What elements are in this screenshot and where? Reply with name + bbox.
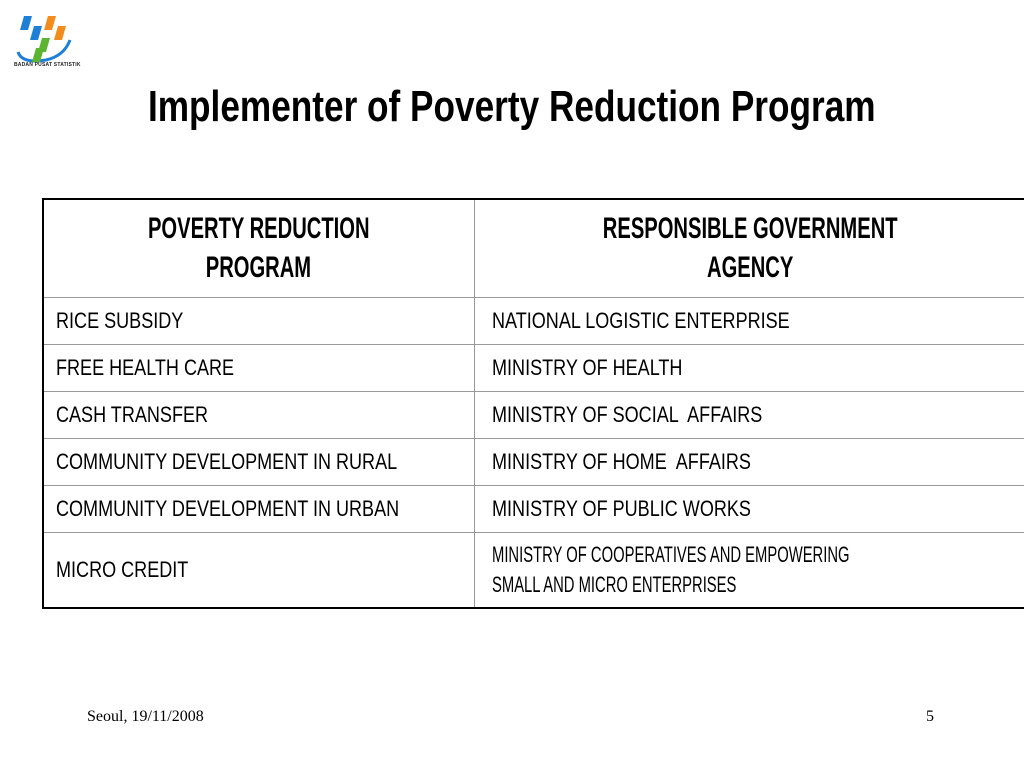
agency-cell: MINISTRY OF COOPERATIVES AND EMPOWERING S…: [474, 531, 1024, 609]
footer-location-date: Seoul, 19/11/2008: [87, 708, 204, 725]
table-row: COMMUNITY DEVELOPMENT IN URBAN MINISTRY …: [42, 484, 1024, 533]
program-table: POVERTY REDUCTION PROGRAM RESPONSIBLE GOV…: [42, 198, 1024, 609]
agency-cell: NATIONAL LOGISTIC ENTERPRISE: [474, 296, 1024, 345]
agency-cell: MINISTRY OF HOME AFFAIRS: [474, 437, 1024, 486]
header-program: POVERTY REDUCTION PROGRAM: [42, 198, 476, 298]
table-row: CASH TRANSFER MINISTRY OF SOCIAL AFFAIRS: [42, 390, 1024, 439]
program-cell: RICE SUBSIDY: [42, 296, 476, 345]
logo-text: BADAN PUSAT STATISTIK: [14, 62, 81, 68]
program-cell: MICRO CREDIT: [42, 531, 476, 609]
page-number: 5: [926, 708, 934, 725]
program-cell: FREE HEALTH CARE: [42, 343, 476, 392]
slide-title: Implementer of Poverty Reduction Program: [148, 82, 876, 131]
header-agency: RESPONSIBLE GOVERNMENT AGENCY: [474, 198, 1024, 298]
bps-logo: [16, 16, 72, 63]
table-row: RICE SUBSIDY NATIONAL LOGISTIC ENTERPRIS…: [42, 296, 1024, 345]
agency-cell: MINISTRY OF HEALTH: [474, 343, 1024, 392]
program-cell: CASH TRANSFER: [42, 390, 476, 439]
table-row: FREE HEALTH CARE MINISTRY OF HEALTH: [42, 343, 1024, 392]
table-row: MICRO CREDIT MINISTRY OF COOPERATIVES AN…: [42, 531, 1024, 609]
table-header-row: POVERTY REDUCTION PROGRAM RESPONSIBLE GOV…: [42, 198, 1024, 298]
agency-cell: MINISTRY OF PUBLIC WORKS: [474, 484, 1024, 533]
agency-cell: MINISTRY OF SOCIAL AFFAIRS: [474, 390, 1024, 439]
program-cell: COMMUNITY DEVELOPMENT IN RURAL: [42, 437, 476, 486]
table-row: COMMUNITY DEVELOPMENT IN RURAL MINISTRY …: [42, 437, 1024, 486]
program-cell: COMMUNITY DEVELOPMENT IN URBAN: [42, 484, 476, 533]
